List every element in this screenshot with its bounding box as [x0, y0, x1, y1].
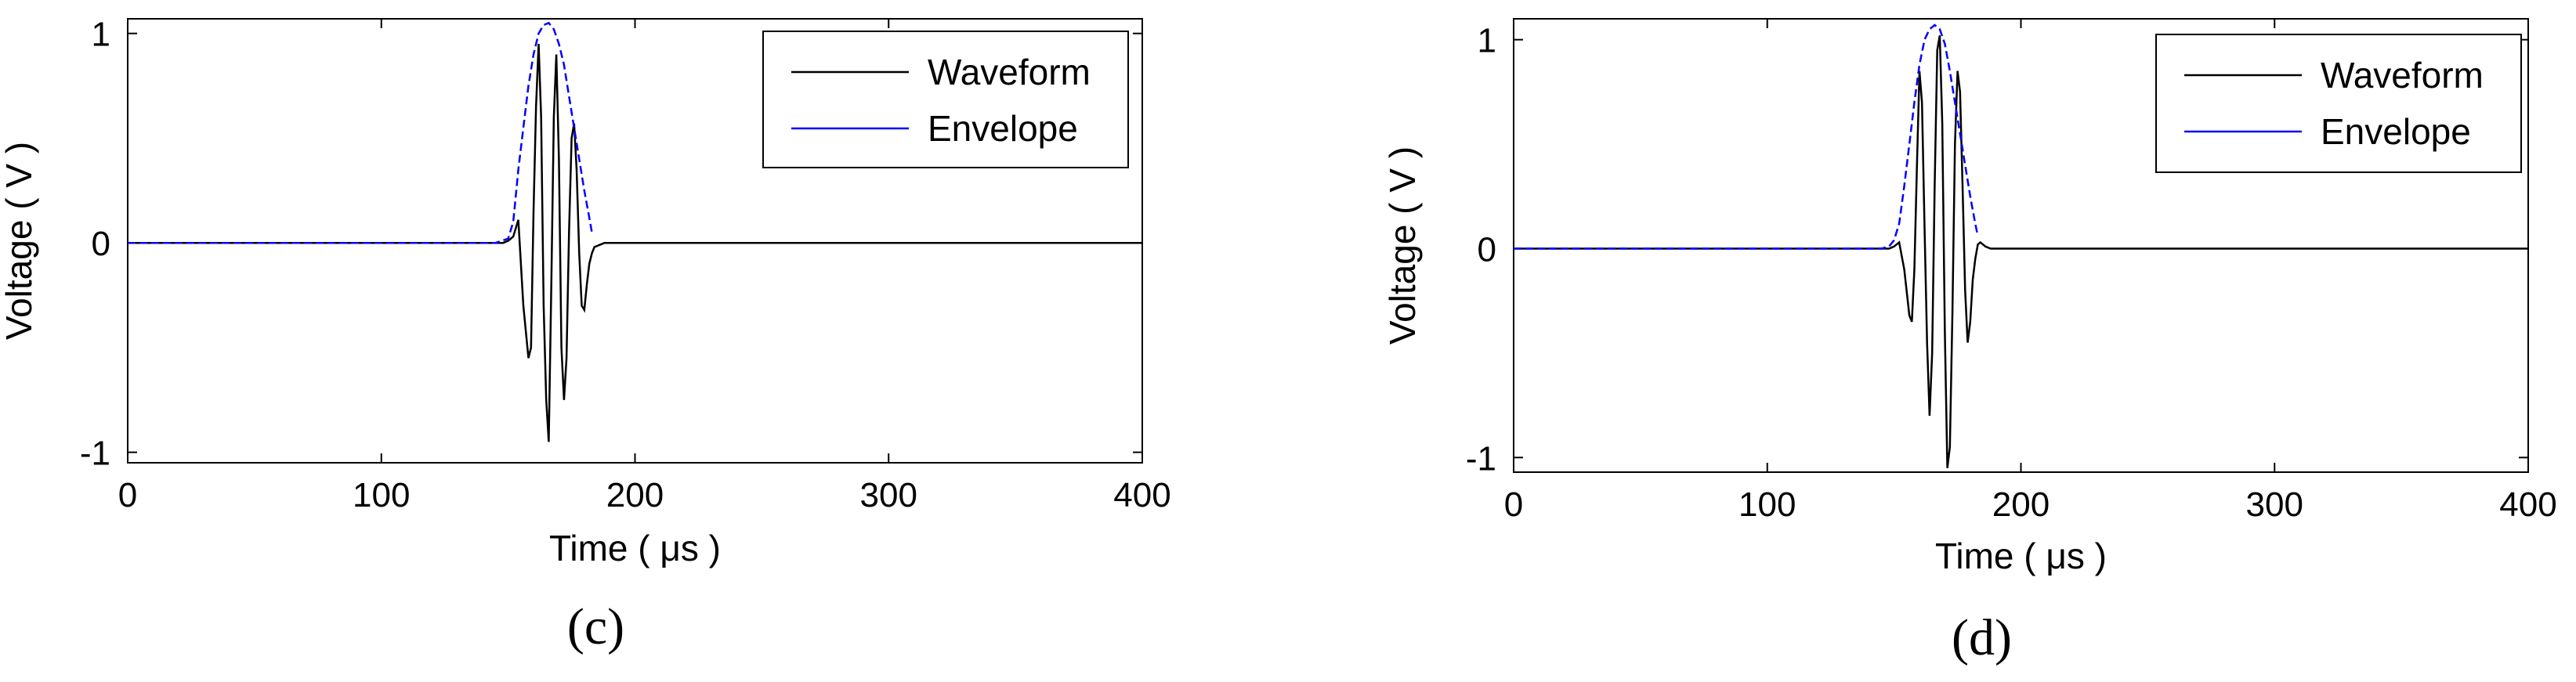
y-tick-label: 0 — [1478, 231, 1496, 269]
legend-box — [762, 31, 1129, 168]
x-axis-title: Time ( μs ) — [549, 528, 721, 568]
x-axis-title: Time ( μs ) — [1935, 536, 2107, 576]
x-tick-label: 100 — [1738, 485, 1796, 524]
series-line-waveform — [128, 44, 1142, 442]
y-axis-title: Voltage ( V ) — [1382, 146, 1423, 345]
legend: Waveform Envelope — [762, 31, 1129, 168]
y-tick-label: -1 — [80, 435, 110, 473]
y-tick-label: 1 — [92, 16, 110, 54]
y-tick-label: 0 — [92, 225, 110, 263]
x-tick-label: 200 — [606, 476, 664, 514]
legend-entry-envelope: Envelope — [928, 108, 1078, 149]
y-tick-label: 1 — [1478, 22, 1496, 60]
x-tick-label: 200 — [1992, 485, 2050, 524]
x-tick-label: 300 — [2246, 485, 2303, 524]
x-tick-label: 0 — [1504, 485, 1523, 524]
x-tick-label: 0 — [118, 476, 137, 514]
x-tick-label: 100 — [353, 476, 410, 514]
x-tick-label: 300 — [860, 476, 917, 514]
panel-caption: (d) — [1952, 609, 2012, 666]
series-line-waveform — [1514, 35, 2528, 468]
legend-box — [2155, 34, 2522, 173]
legend-entry-envelope: Envelope — [2321, 111, 2471, 152]
legend-entry-waveform: Waveform — [2321, 55, 2484, 96]
panel-caption: (c) — [567, 598, 624, 655]
series-line-envelope — [1514, 23, 1979, 250]
series-line-envelope — [128, 21, 593, 244]
legend: Waveform Envelope — [2155, 34, 2522, 173]
legend-entry-waveform: Waveform — [928, 52, 1091, 92]
x-tick-label: 400 — [1113, 476, 1170, 514]
y-tick-label: -1 — [1466, 439, 1496, 478]
y-axis-title: Voltage ( V ) — [0, 142, 39, 340]
x-tick-label: 400 — [2499, 485, 2556, 524]
